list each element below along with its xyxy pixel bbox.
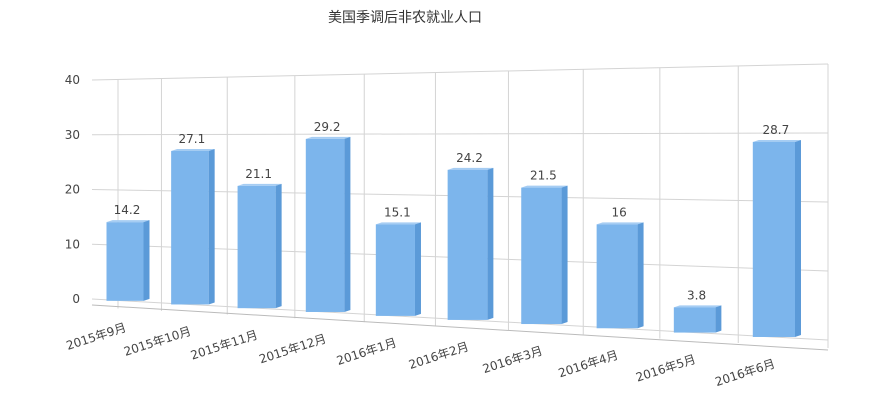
bar	[375, 224, 415, 316]
bar	[305, 138, 345, 312]
y-tick-label: 40	[65, 73, 80, 87]
data-label: 3.8	[687, 288, 706, 302]
bar-side	[561, 185, 568, 325]
bar-side	[637, 222, 644, 329]
bar-side	[794, 139, 801, 337]
data-label: 16	[611, 205, 626, 219]
y-tick-label: 0	[72, 292, 80, 306]
bar-top	[375, 222, 421, 225]
bar-top	[106, 220, 150, 223]
bar	[673, 307, 716, 333]
bar-top	[171, 148, 215, 151]
data-label: 21.5	[530, 169, 557, 183]
data-label: 27.1	[179, 132, 206, 146]
bar	[106, 222, 144, 301]
bar-top	[305, 136, 351, 139]
bar	[521, 187, 562, 325]
bar-side	[143, 220, 150, 301]
x-tick-label: 2016年4月	[557, 348, 620, 381]
y-tick-label: 20	[65, 183, 80, 197]
grid-line	[91, 132, 829, 136]
bar-top	[673, 305, 722, 308]
bar-side	[275, 183, 282, 309]
x-tick-label: 2016年2月	[407, 339, 470, 372]
data-label: 29.2	[314, 120, 341, 134]
bar-top	[752, 139, 801, 142]
x-tick-label: 2016年1月	[335, 335, 398, 368]
x-tick-label: 2015年9月	[64, 320, 127, 353]
bar-top	[237, 183, 282, 186]
data-label: 28.7	[763, 123, 790, 137]
data-label: 14.2	[114, 203, 141, 217]
bar	[171, 150, 209, 305]
bar	[752, 141, 795, 337]
x-tick-label: 2015年12月	[257, 332, 328, 367]
bar-side	[487, 167, 494, 320]
axis-line	[91, 304, 829, 351]
bar-side	[715, 305, 722, 333]
data-label: 21.1	[245, 167, 272, 181]
data-label: 15.1	[384, 205, 411, 219]
bar-side	[414, 222, 421, 316]
bar	[237, 185, 276, 309]
bar-side	[344, 136, 351, 312]
bar	[447, 169, 488, 320]
bar-side	[208, 148, 215, 305]
bar-top	[596, 222, 644, 225]
chart-title: 美国季调后非农就业人口	[328, 10, 482, 26]
bar-top	[447, 167, 494, 170]
x-tick-label: 2015年11月	[189, 328, 260, 363]
data-label: 24.2	[456, 151, 483, 165]
y-tick-label: 10	[65, 237, 80, 251]
x-tick-label: 2016年5月	[634, 352, 697, 385]
grid-line	[91, 63, 829, 81]
x-tick-label: 2015年10月	[122, 324, 193, 359]
x-tick-label: 2016年3月	[481, 344, 544, 377]
bar-top	[521, 185, 568, 188]
x-tick-label: 2016年6月	[713, 357, 776, 390]
y-tick-label: 30	[65, 128, 80, 142]
bar	[596, 224, 638, 329]
